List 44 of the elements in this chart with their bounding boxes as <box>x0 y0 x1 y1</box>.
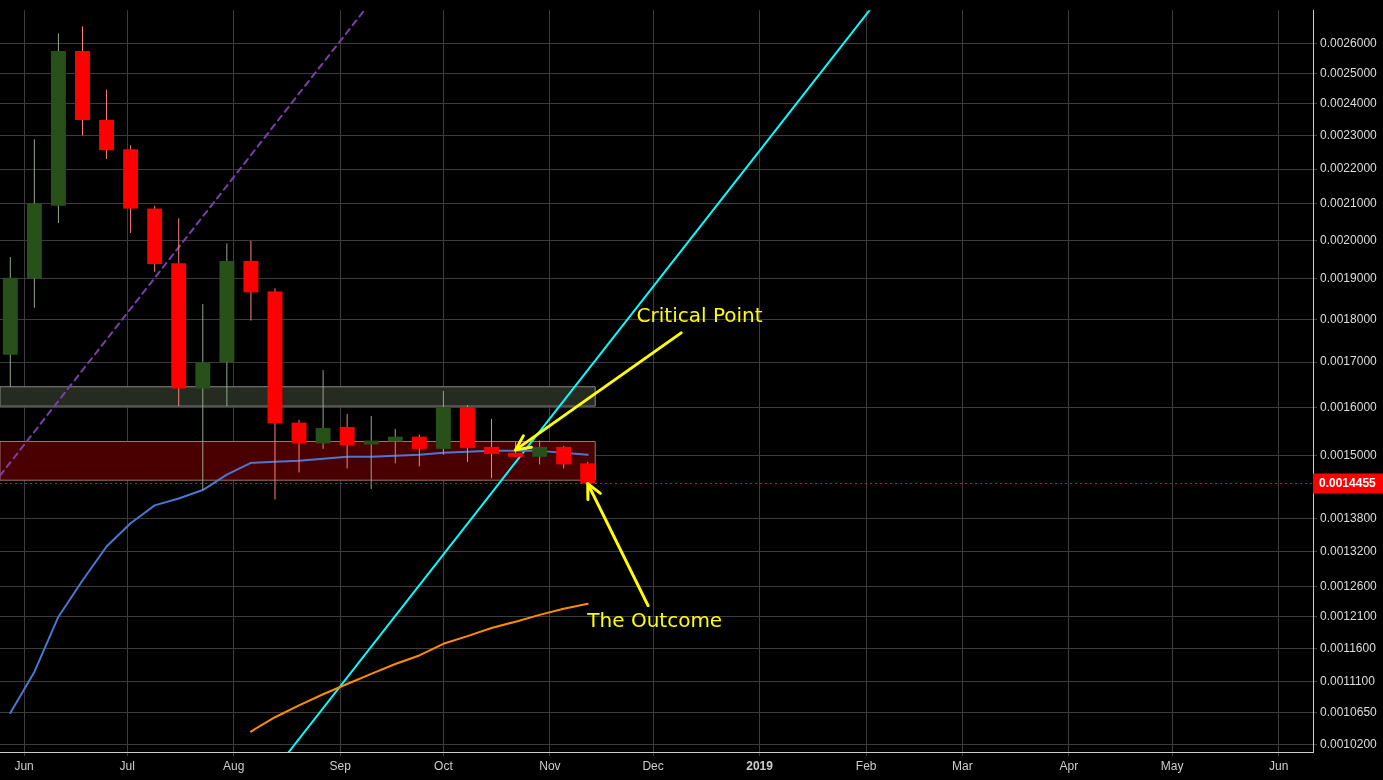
y-tick-label: 0.0018000 <box>1320 311 1378 326</box>
candlestick <box>411 434 427 467</box>
candlestick <box>339 413 355 469</box>
x-tick-label: Jun <box>14 758 34 773</box>
y-tick-label: 0.0013800 <box>1320 510 1378 525</box>
candlestick <box>556 445 572 469</box>
x-tick-label: Nov <box>539 758 561 773</box>
y-tick-label: 0.0023000 <box>1320 128 1378 143</box>
x-tick-label: Aug <box>223 758 245 773</box>
y-tick-label: 0.0022000 <box>1320 161 1378 176</box>
y-tick-label: 0.0016000 <box>1320 399 1378 414</box>
y-tick-label: 0.0026000 <box>1320 36 1378 51</box>
x-tick-label: Sep <box>329 758 352 773</box>
y-tick-label: 0.0025000 <box>1320 65 1378 80</box>
candlestick <box>291 419 307 473</box>
x-tick-label: Oct <box>434 758 454 773</box>
y-tick-label: 0.0012600 <box>1320 578 1378 593</box>
candlestick <box>484 418 499 479</box>
y-tick-label: 0.0015000 <box>1320 448 1378 463</box>
x-tick-label: Jul <box>119 758 135 773</box>
y-tick-label: 0.0013200 <box>1320 543 1378 558</box>
y-tick-label: 0.0019000 <box>1320 271 1378 286</box>
ref-line-label: 0.0014455 <box>1319 475 1377 490</box>
x-tick-label: Apr <box>1059 758 1079 773</box>
y-tick-label: 0.0010650 <box>1320 704 1378 719</box>
y-tick-label: 0.0021000 <box>1320 196 1378 211</box>
x-tick-label: Mar <box>952 758 973 773</box>
candlestick <box>315 369 331 450</box>
y-tick-label: 0.0020000 <box>1320 232 1378 247</box>
x-tick-label: 2019 <box>746 758 774 773</box>
y-tick-label: 0.0010200 <box>1320 736 1378 751</box>
annotation: The Outcome <box>586 607 723 632</box>
y-tick-label: 0.0011100 <box>1320 673 1376 688</box>
y-tick-label: 0.0017000 <box>1320 354 1378 369</box>
x-tick-label: Dec <box>642 758 664 773</box>
y-tick-label: 0.0012100 <box>1320 609 1378 624</box>
candlestick <box>387 428 403 464</box>
annotation: Critical Point <box>636 303 763 328</box>
x-tick-label: Jun <box>1268 758 1289 773</box>
candlestick <box>532 440 548 465</box>
x-tick-label: May <box>1160 758 1184 773</box>
x-tick-label: Feb <box>855 758 877 773</box>
y-tick-label: 0.0024000 <box>1320 96 1378 111</box>
y-tick-label: 0.0011600 <box>1320 640 1377 655</box>
